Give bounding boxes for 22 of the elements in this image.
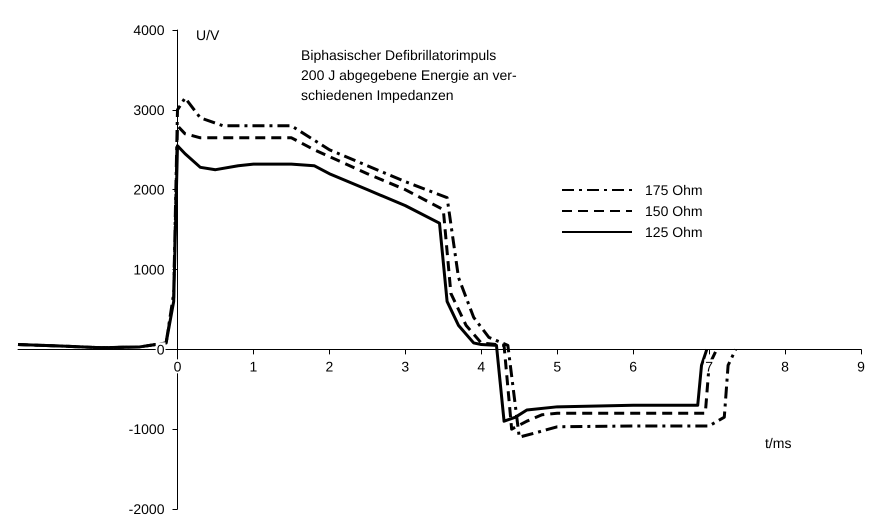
y-tick-label: 4000	[133, 22, 165, 38]
legend-label: 150 Ohm	[645, 203, 703, 219]
y-tick-label: 2000	[133, 182, 165, 198]
x-tick-label: 6	[629, 358, 638, 374]
x-tick-label: 5	[553, 358, 562, 374]
text: Biphasischer Defibrillatorimpuls 200 J abgegebene Energie an ver- schiedenen Impedanzen	[301, 47, 517, 103]
y-tick-label: -2000	[128, 501, 165, 517]
x-tick-label: 2	[325, 358, 334, 374]
y-axis-title: U/V	[196, 27, 220, 43]
y-tick-label: -1000	[128, 421, 165, 438]
x-tick-label: 9	[857, 358, 866, 374]
x-tick-label: 3	[401, 358, 410, 374]
y-tick-label: 1000	[133, 262, 165, 278]
y-tick-label: 3000	[133, 102, 165, 118]
x-tick-label: 8	[781, 358, 790, 374]
y-tick-label: 0	[156, 341, 165, 358]
x-axis-title: t/ms	[765, 435, 792, 451]
x-tick-label: 0	[174, 358, 182, 374]
legend-label: 125 Ohm	[645, 224, 703, 240]
x-tick-label: 1	[250, 358, 258, 374]
legend-label: 175 Ohm	[645, 182, 703, 198]
x-tick-label: 4	[477, 358, 486, 374]
